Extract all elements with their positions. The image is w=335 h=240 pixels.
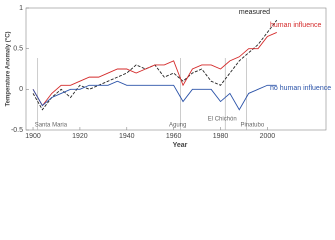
series-label: measured [239,9,270,16]
x-tick-label: 1900 [25,133,41,140]
event-label: Pinatubo [240,123,264,129]
x-axis-label: Year [173,142,188,149]
plot-frame [25,7,327,131]
x-tick-label: 1980 [213,133,229,140]
y-tick-label: 0.5 [13,46,23,53]
series-line [32,31,277,107]
x-tick-label: 2000 [260,133,276,140]
x-tick-label: 1920 [72,133,88,140]
x-tick-label: 1940 [119,133,135,140]
event-label: Agung [169,123,186,129]
event-label: Santa Maria [35,123,68,129]
series-label: human influence [270,22,321,29]
chart: Year Temperature Anomaly (°C) -0.5 0 0.5 1 1… [6,5,332,149]
event-label: El Chichón [208,117,237,123]
y-axis-label: Temperature Anomaly (°C) [6,31,12,106]
y-tick-label: 1 [19,5,23,12]
y-tick-label: -0.5 [11,127,23,134]
series-label: no human influence [270,85,331,92]
x-tick-label: 1960 [166,133,182,140]
series-line [32,80,277,111]
y-tick-label: 0 [19,86,23,93]
